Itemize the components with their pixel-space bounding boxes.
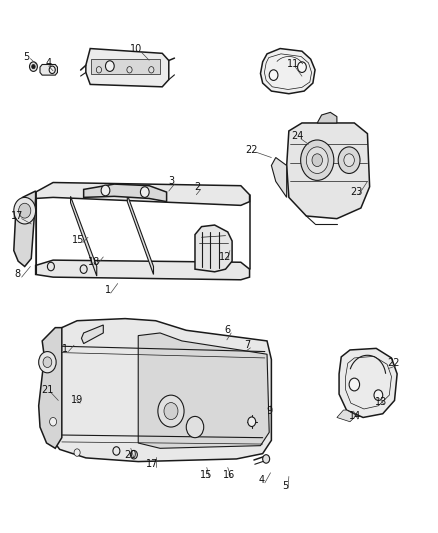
Polygon shape <box>86 49 169 87</box>
Circle shape <box>349 378 360 391</box>
Text: 17: 17 <box>11 211 24 221</box>
Circle shape <box>106 61 114 71</box>
Text: 20: 20 <box>125 450 137 460</box>
Text: 5: 5 <box>282 481 289 490</box>
Circle shape <box>18 203 31 218</box>
Text: 12: 12 <box>219 252 232 262</box>
Circle shape <box>43 357 52 368</box>
Text: 15: 15 <box>72 235 85 245</box>
Polygon shape <box>84 184 166 201</box>
Circle shape <box>49 417 57 426</box>
Circle shape <box>74 449 80 456</box>
Polygon shape <box>127 195 153 274</box>
Polygon shape <box>272 158 287 197</box>
Text: 11: 11 <box>287 60 299 69</box>
Polygon shape <box>138 333 269 448</box>
Text: 5: 5 <box>23 52 29 61</box>
Circle shape <box>374 390 383 400</box>
Circle shape <box>49 66 55 74</box>
Circle shape <box>80 265 87 273</box>
Circle shape <box>248 417 256 426</box>
Text: 19: 19 <box>71 395 83 406</box>
Circle shape <box>149 67 154 73</box>
Polygon shape <box>35 182 250 205</box>
Circle shape <box>312 154 322 166</box>
Circle shape <box>338 147 360 173</box>
Text: 22: 22 <box>387 358 400 368</box>
Polygon shape <box>91 59 160 74</box>
Polygon shape <box>35 260 250 280</box>
Circle shape <box>96 67 102 73</box>
Text: 22: 22 <box>245 144 258 155</box>
Circle shape <box>14 197 35 224</box>
Text: 14: 14 <box>349 411 361 422</box>
Polygon shape <box>39 328 62 448</box>
Polygon shape <box>40 64 57 75</box>
Circle shape <box>29 62 37 71</box>
Text: 21: 21 <box>42 385 54 395</box>
Text: 7: 7 <box>244 340 251 350</box>
Polygon shape <box>81 325 103 344</box>
Text: 15: 15 <box>200 470 212 480</box>
Circle shape <box>32 64 35 69</box>
Polygon shape <box>261 49 315 94</box>
Polygon shape <box>51 319 272 462</box>
Text: 1: 1 <box>62 344 68 354</box>
Polygon shape <box>339 349 397 417</box>
Polygon shape <box>195 225 232 272</box>
Circle shape <box>344 154 354 166</box>
Circle shape <box>269 70 278 80</box>
Circle shape <box>131 450 138 459</box>
Circle shape <box>141 187 149 197</box>
Circle shape <box>127 67 132 73</box>
Text: 13: 13 <box>375 397 388 407</box>
Text: 9: 9 <box>266 406 272 416</box>
Circle shape <box>263 455 270 463</box>
Circle shape <box>300 140 334 180</box>
Text: 2: 2 <box>194 182 200 192</box>
Text: 8: 8 <box>14 270 20 279</box>
Text: 4: 4 <box>259 475 265 485</box>
Text: 3: 3 <box>168 176 174 187</box>
Text: 18: 18 <box>88 257 101 267</box>
Text: 4: 4 <box>46 58 52 68</box>
Circle shape <box>164 402 178 419</box>
Text: 24: 24 <box>291 131 304 141</box>
Polygon shape <box>317 112 337 123</box>
Circle shape <box>113 447 120 455</box>
Circle shape <box>158 395 184 427</box>
Circle shape <box>47 262 54 271</box>
Text: 10: 10 <box>130 44 142 53</box>
Polygon shape <box>14 191 35 266</box>
Circle shape <box>297 62 306 72</box>
Circle shape <box>101 185 110 196</box>
Polygon shape <box>71 196 97 276</box>
Circle shape <box>186 416 204 438</box>
Circle shape <box>306 147 328 173</box>
Text: 1: 1 <box>105 286 111 295</box>
Polygon shape <box>287 123 370 219</box>
Text: 6: 6 <box>225 325 231 335</box>
Text: 17: 17 <box>146 459 159 469</box>
Circle shape <box>39 352 56 373</box>
Polygon shape <box>337 410 357 422</box>
Text: 16: 16 <box>223 470 235 480</box>
Text: 23: 23 <box>350 187 363 197</box>
